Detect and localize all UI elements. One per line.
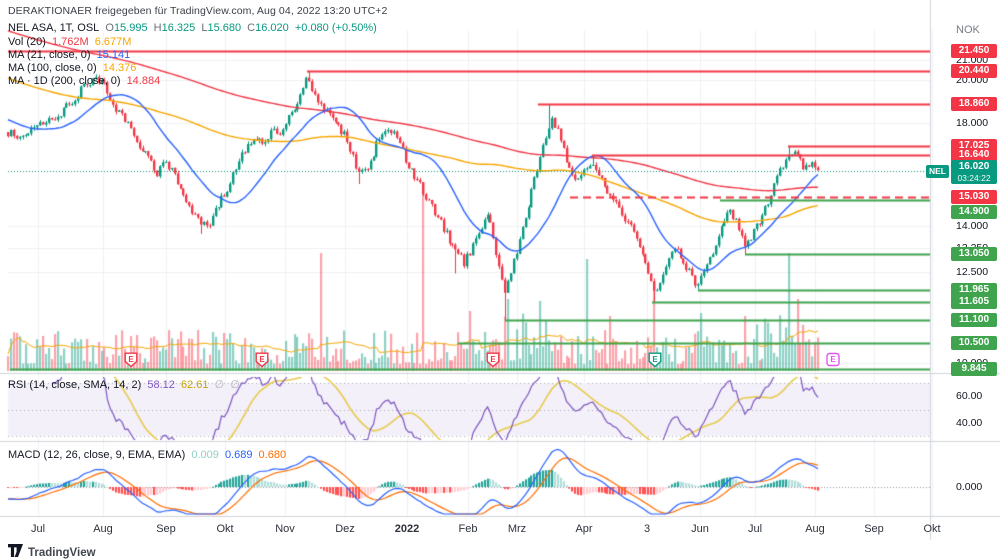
low-label: L (201, 22, 208, 34)
price-level-badge: 11.605 (951, 295, 997, 310)
close-label: C (247, 22, 256, 34)
price-level-badge: 13.050 (951, 247, 997, 262)
bar-countdown: 03:24:22 (957, 172, 991, 183)
price-level-badge: 16.640 (951, 148, 997, 163)
rsi-lower-band-value: ∅ (230, 379, 240, 391)
ma21-value: 15.141 (96, 49, 131, 61)
time-tick-label: Okt (923, 523, 941, 535)
rsi-upper-band-value: ∅ (214, 379, 225, 391)
macd-legend-row[interactable]: MACD (12, 26, close, 9, EMA, EMA) 0.009 … (8, 449, 289, 461)
open-label: O (105, 22, 114, 34)
rsi-legend-row[interactable]: RSI (14, close, SMA, 14, 2) 58.12 62.61 … (8, 378, 243, 391)
volume-label: Vol (20) (8, 36, 46, 48)
time-tick-label: Feb (458, 523, 478, 535)
macd-label: MACD (12, 26, close, 9, EMA, EMA) (8, 449, 186, 461)
time-tick-label: Nov (275, 523, 295, 535)
price-level-badge: 11.100 (951, 313, 997, 328)
earnings-icon[interactable]: E (124, 352, 138, 368)
rsi-ma-value: 62.61 (180, 379, 209, 391)
price-level-badge: 20.440 (951, 64, 997, 79)
low-value: 15.680 (207, 22, 242, 34)
currency-label: NOK (956, 24, 980, 36)
earnings-icon[interactable]: E (648, 352, 662, 368)
time-tick-label: Jul (30, 523, 46, 535)
tradingview-logo-text: TradingView (28, 547, 96, 559)
price-level-badge: 14.900 (951, 205, 997, 220)
macd-signal-value: 0.680 (258, 449, 287, 461)
rsi-label: RSI (14, close, SMA, 14, 2) (8, 379, 142, 391)
ma100-legend-row[interactable]: MA (100, close, 0) 14.376 (8, 62, 139, 74)
symbol-legend-row[interactable]: NEL ASA, 1T, OSL O15.995 H16.325 L15.680… (8, 22, 380, 34)
last-price-badge: 16.020 03:24:22 (951, 159, 997, 184)
tradingview-attribution[interactable]: TradingView (8, 544, 96, 560)
price-level-badge: 10.500 (951, 336, 997, 351)
volume-ma-value: 6.677M (94, 36, 132, 48)
price-level-badge: 9.845 (951, 362, 997, 377)
volume-legend-row[interactable]: Vol (20) 1.762M 6.677M (8, 36, 134, 48)
time-tick-label: 3 (643, 523, 651, 535)
ma200-legend-row[interactable]: MA · 1D (200, close, 0) 14.884 (8, 75, 163, 87)
time-tick-label: Jul (747, 523, 763, 535)
time-tick-label: 2022 (394, 523, 420, 535)
macd-line-value: 0.689 (224, 449, 253, 461)
tradingview-logo-icon (8, 544, 23, 560)
price-level-badge: 11.965 (951, 282, 997, 297)
svg-text:E: E (259, 355, 265, 364)
rsi-tick-label: 60.00 (956, 390, 983, 403)
price-tick-label: 18.000 (956, 116, 989, 129)
price-level-badge: 18.860 (951, 96, 997, 111)
price-tick-label: 14.000 (956, 219, 989, 232)
ma200-label: MA · 1D (200, close, 0) (8, 75, 121, 87)
price-level-badge: 15.030 (951, 189, 997, 204)
time-tick-label: Dez (335, 523, 355, 535)
ma200-value: 14.884 (126, 75, 161, 87)
earnings-icon[interactable]: E (826, 352, 840, 368)
macd-tick-label: 0.000 (956, 481, 983, 493)
time-tick-label: Aug (93, 523, 113, 535)
high-label: H (153, 22, 162, 34)
earnings-icon[interactable]: E (486, 352, 500, 368)
change-value: +0.080 (+0.50%) (294, 22, 377, 34)
volume-value: 1.762M (51, 36, 89, 48)
symbol-title: NEL ASA, 1T, OSL (8, 22, 100, 34)
close-value: 16.020 (255, 22, 289, 34)
macd-hist-value: 0.009 (191, 449, 219, 461)
ma100-value: 14.376 (102, 62, 137, 74)
time-tick-label: Aug (805, 523, 825, 535)
ma100-label: MA (100, close, 0) (8, 62, 97, 74)
rsi-value: 58.12 (147, 379, 175, 391)
time-tick-label: Okt (216, 523, 234, 535)
price-level-badge: 21.450 (951, 44, 997, 59)
time-tick-label: Sep (156, 523, 176, 535)
last-price-value: 16.020 (958, 160, 990, 172)
rsi-tick-label: 40.00 (956, 416, 983, 429)
svg-text:E: E (490, 355, 496, 364)
copyright-watermark: DERAKTIONAER freigegeben für TradingView… (8, 5, 388, 17)
earnings-icon[interactable]: E (255, 352, 269, 368)
time-tick-label: Mrz (507, 523, 527, 535)
ma21-label: MA (21, close, 0) (8, 49, 91, 61)
svg-text:E: E (652, 355, 658, 364)
open-value: 15.995 (113, 22, 148, 34)
time-tick-label: Jun (691, 523, 709, 535)
high-value: 16.325 (161, 22, 196, 34)
svg-text:E: E (830, 355, 836, 364)
svg-text:E: E (128, 355, 134, 364)
price-tick-label: 12.500 (956, 265, 989, 278)
time-tick-label: Apr (575, 523, 593, 535)
time-tick-label: Sep (864, 523, 884, 535)
ma21-legend-row[interactable]: MA (21, close, 0) 15.141 (8, 49, 133, 61)
symbol-price-tag: NEL (926, 164, 949, 178)
